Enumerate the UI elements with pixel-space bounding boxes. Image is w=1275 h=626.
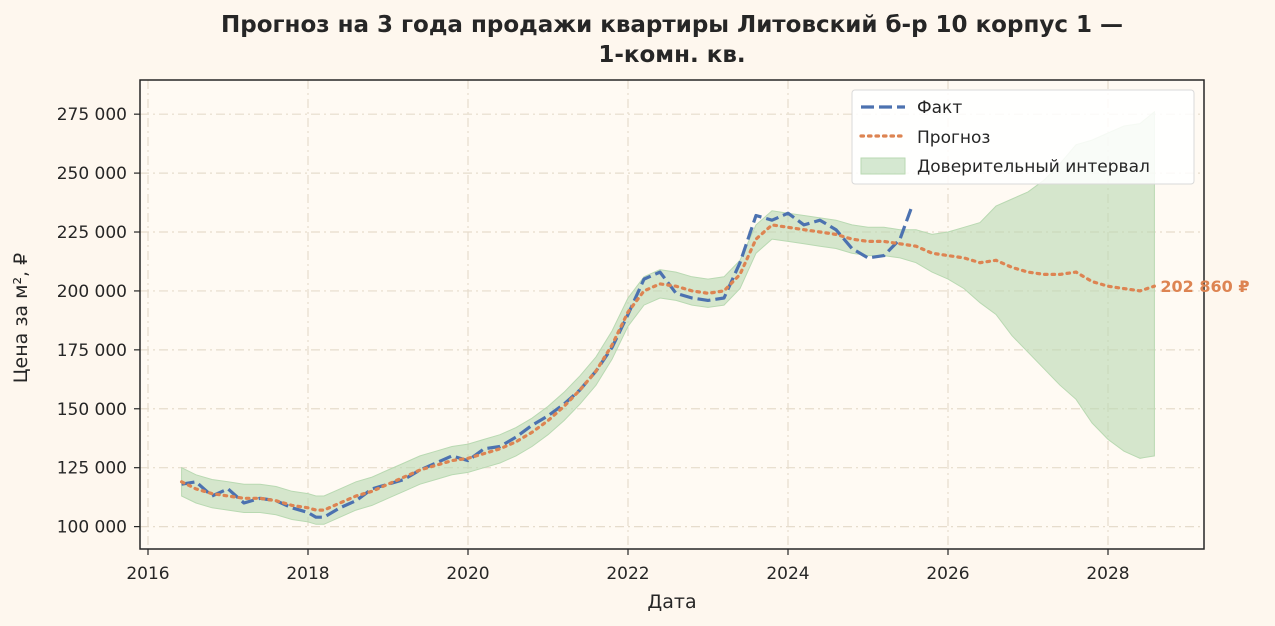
axis-ticks: 2016 2018 2020 2022 2024 2026 2028 100 000 125 0… — [57, 105, 1130, 584]
x-tick-label: 2026 — [926, 564, 969, 584]
chart-title-line1: Прогноз на 3 года продажи квартиры Литов… — [221, 12, 1123, 38]
fact-line — [181, 205, 914, 519]
y-tick-label: 150 000 — [57, 400, 127, 420]
x-tick-label: 2016 — [126, 564, 169, 584]
y-tick-label: 275 000 — [57, 105, 127, 125]
confidence-interval — [181, 110, 1155, 525]
x-axis-label: Дата — [647, 591, 696, 613]
forecast-end-label: 202 860 ₽ — [1160, 277, 1249, 296]
y-tick-label: 250 000 — [57, 164, 127, 184]
y-tick-label: 225 000 — [57, 223, 127, 243]
y-tick-label: 175 000 — [57, 341, 127, 361]
forecast-series — [180, 223, 1156, 512]
y-tick-label: 100 000 — [57, 518, 127, 538]
confidence-interval-band — [181, 110, 1155, 525]
chart-title-line2: 1-комн. кв. — [598, 42, 745, 68]
x-tick-label: 2018 — [286, 564, 329, 584]
forecast-line — [180, 223, 1156, 512]
x-tick-label: 2024 — [766, 564, 809, 584]
legend: Факт Прогноз Доверительный интервал — [851, 89, 1195, 185]
plot-frame — [139, 79, 1205, 550]
x-tick-label: 2020 — [446, 564, 489, 584]
legend-box — [851, 89, 1195, 185]
x-tick-label: 2022 — [606, 564, 649, 584]
fact-series — [181, 205, 914, 519]
legend-fact-label: Факт — [917, 98, 962, 118]
y-tick-label: 125 000 — [57, 459, 127, 479]
legend-forecast-label: Прогноз — [917, 128, 990, 148]
y-axis-label: Цена за м², ₽ — [10, 253, 32, 383]
legend-interval-swatch — [860, 157, 906, 175]
legend-interval-label: Доверительный интервал — [917, 157, 1150, 177]
y-tick-label: 200 000 — [57, 282, 127, 302]
x-tick-label: 2028 — [1086, 564, 1129, 584]
